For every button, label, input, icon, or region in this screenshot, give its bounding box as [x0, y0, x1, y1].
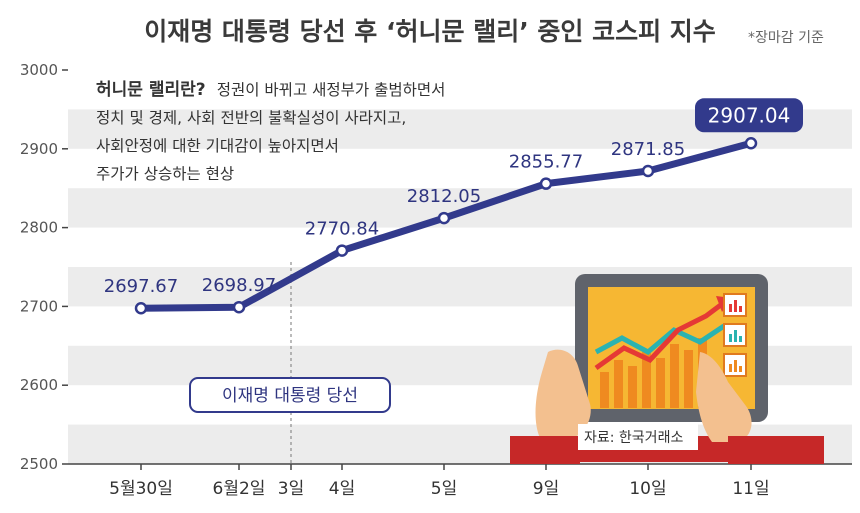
- left-hand: [535, 349, 591, 440]
- data-label-highlight: 2907.04: [708, 103, 791, 127]
- x-tick-label: 6월2일: [213, 479, 266, 499]
- data-label: 2871.85: [611, 139, 685, 160]
- data-label: 2812.05: [407, 186, 481, 207]
- data-label: 2770.84: [305, 219, 379, 240]
- tablet-illustration: 자료: 한국거래소: [510, 274, 824, 464]
- x-tick-label: 5월30일: [109, 479, 173, 499]
- basis-note: *장마감 기준: [748, 30, 824, 46]
- election-event-box: 이재명 대통령 당선: [189, 377, 391, 413]
- annotation-line-4: 주가가 상승하는 현상: [96, 165, 234, 183]
- y-tick-label: 2800: [20, 219, 58, 237]
- annotation-line-3: 사회안정에 대한 기대감이 높아지면서: [96, 137, 339, 155]
- annotation-text-1: 정권이 바뀌고 새정부가 출범하면서: [217, 81, 446, 99]
- x-axis: 5월30일 6월2일 4일 5일 9일 10일 11일: [109, 464, 770, 499]
- data-label: 2698.97: [202, 275, 276, 296]
- data-label: 2855.77: [509, 152, 583, 173]
- y-tick-label: 2900: [20, 140, 58, 158]
- source-background: [578, 424, 698, 450]
- x-tick-label: 10일: [629, 479, 666, 499]
- chart-title: 이재명 대통령 당선 후 ‘허니문 랠리’ 중인 코스피 지수: [144, 17, 716, 46]
- y-tick-label: 2700: [20, 297, 58, 315]
- y-tick-label: 2500: [20, 455, 58, 473]
- right-hand: [696, 352, 752, 442]
- annotation-line-2: 정치 및 경제, 사회 전반의 불확실성이 사라지고,: [96, 109, 406, 127]
- data-label: 2697.67: [104, 276, 178, 297]
- x-tick-label: 9일: [533, 479, 559, 499]
- data-point: [744, 137, 758, 150]
- source-label: 자료: 한국거래소: [584, 430, 683, 446]
- y-tick-label: 2600: [20, 376, 58, 394]
- screen-red-arrow: [594, 302, 724, 371]
- x-tick-label: 11일: [732, 479, 769, 499]
- data-labels: 2697.67 2698.97 2770.84 2812.05 2855.77 2871.…: [104, 98, 803, 297]
- data-point: [539, 177, 553, 190]
- annotation-line-1: 허니문 랠리란? 정권이 바뀌고 새정부가 출범하면서: [96, 79, 445, 100]
- y-axis: 3000 2900 2800 2700 2600 2500: [20, 61, 68, 473]
- y-tick-label: 3000: [20, 61, 58, 79]
- data-point: [437, 211, 451, 225]
- event-box-frame: [189, 377, 391, 413]
- data-point: [232, 300, 246, 314]
- x-tick-event: 3일: [278, 479, 304, 499]
- event-label: 이재명 대통령 당선: [222, 386, 358, 406]
- x-tick-label: 4일: [329, 479, 355, 499]
- annotation-title: 허니문 랠리란?: [96, 79, 206, 100]
- screen-teal-line: [594, 323, 726, 356]
- data-point: [134, 301, 148, 315]
- data-points: [134, 137, 758, 315]
- data-point: [641, 164, 655, 178]
- right-sleeve: [728, 436, 824, 464]
- data-point: [335, 244, 349, 257]
- annotation-box: 허니문 랠리란? 정권이 바뀌고 새정부가 출범하면서 정치 및 경제, 사회 …: [96, 79, 445, 183]
- x-tick-label: 5일: [431, 479, 457, 499]
- highlight-label-box: [695, 98, 803, 133]
- screen-mini-cards: [723, 293, 747, 377]
- left-sleeve: [510, 436, 580, 464]
- grid-band: [68, 188, 852, 228]
